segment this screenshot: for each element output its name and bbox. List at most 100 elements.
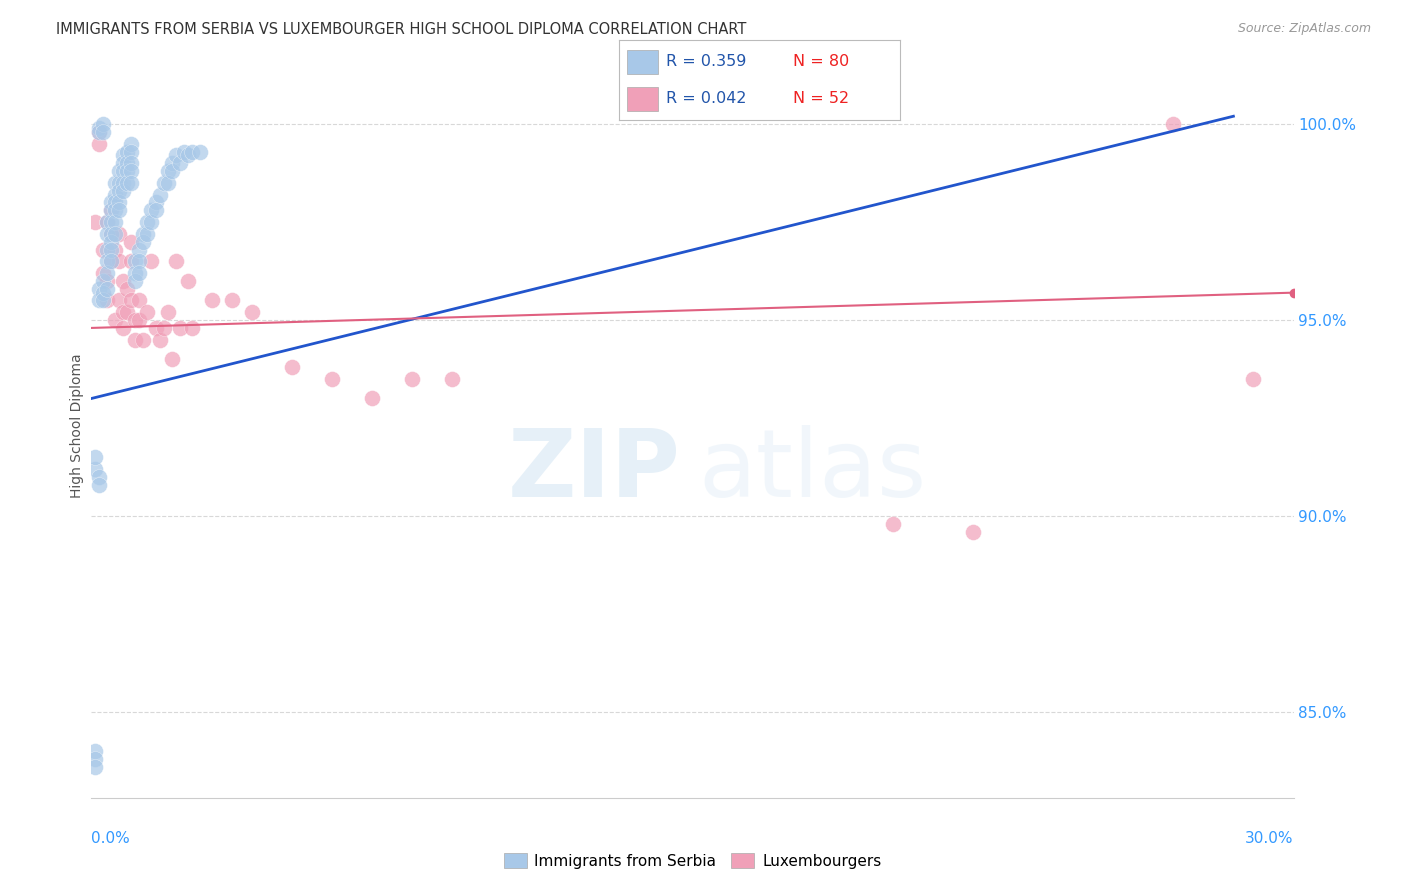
Point — [176, 274, 198, 288]
Point — [89, 293, 111, 308]
Point — [117, 145, 139, 159]
Point — [84, 462, 107, 476]
Point — [108, 254, 131, 268]
Point — [121, 254, 143, 268]
Point — [156, 176, 179, 190]
Legend: Immigrants from Serbia, Luxembourgers: Immigrants from Serbia, Luxembourgers — [496, 845, 889, 876]
Point — [148, 187, 170, 202]
Point — [100, 243, 122, 257]
Point — [160, 352, 183, 367]
Text: 30.0%: 30.0% — [1246, 831, 1294, 847]
Point — [156, 164, 179, 178]
Point — [124, 313, 146, 327]
Point — [148, 333, 170, 347]
Point — [104, 243, 127, 257]
Point — [100, 254, 122, 268]
Point — [100, 203, 122, 218]
Point — [100, 227, 122, 241]
Point — [89, 282, 111, 296]
Point — [124, 266, 146, 280]
Point — [84, 744, 107, 758]
Point — [112, 305, 135, 319]
Point — [1163, 117, 1185, 131]
Point — [169, 321, 191, 335]
Point — [108, 164, 131, 178]
Point — [132, 227, 155, 241]
Point — [440, 372, 463, 386]
Point — [121, 176, 143, 190]
Point — [108, 176, 131, 190]
Point — [108, 293, 131, 308]
Point — [165, 254, 187, 268]
Point — [176, 148, 198, 162]
Point — [117, 176, 139, 190]
Point — [141, 215, 163, 229]
FancyBboxPatch shape — [627, 50, 658, 74]
Point — [117, 164, 139, 178]
Point — [136, 215, 159, 229]
Point — [108, 195, 131, 210]
Point — [124, 333, 146, 347]
Point — [96, 266, 118, 280]
Point — [221, 293, 243, 308]
Point — [401, 372, 423, 386]
Point — [180, 321, 202, 335]
Point — [132, 333, 155, 347]
Text: atlas: atlas — [699, 425, 927, 516]
Point — [128, 254, 150, 268]
Point — [93, 274, 115, 288]
Point — [93, 266, 115, 280]
Point — [240, 305, 263, 319]
Text: R = 0.042: R = 0.042 — [666, 91, 747, 106]
Point — [108, 227, 131, 241]
Point — [882, 516, 904, 531]
Text: 0.0%: 0.0% — [91, 831, 131, 847]
Point — [128, 293, 150, 308]
Point — [100, 227, 122, 241]
Point — [112, 176, 135, 190]
Point — [89, 477, 111, 491]
Point — [89, 136, 111, 151]
Point — [84, 760, 107, 774]
Point — [84, 752, 107, 766]
Point — [93, 243, 115, 257]
Point — [321, 372, 343, 386]
Point — [136, 227, 159, 241]
Point — [96, 243, 118, 257]
Point — [112, 321, 135, 335]
Point — [165, 148, 187, 162]
Point — [104, 195, 127, 210]
Point — [169, 156, 191, 170]
Point — [96, 254, 118, 268]
Point — [89, 121, 111, 136]
Point — [1243, 372, 1265, 386]
Point — [117, 282, 139, 296]
Point — [152, 321, 174, 335]
Point — [100, 195, 122, 210]
Point — [100, 215, 122, 229]
Point — [117, 156, 139, 170]
Point — [156, 305, 179, 319]
Point — [108, 203, 131, 218]
Point — [136, 305, 159, 319]
Y-axis label: High School Diploma: High School Diploma — [70, 353, 84, 499]
Point — [100, 203, 122, 218]
Point — [145, 195, 167, 210]
Point — [112, 274, 135, 288]
Point — [128, 243, 150, 257]
Point — [100, 235, 122, 249]
Point — [96, 293, 118, 308]
Text: N = 52: N = 52 — [793, 91, 849, 106]
Point — [104, 227, 127, 241]
Point — [100, 254, 122, 268]
Point — [152, 176, 174, 190]
Point — [93, 285, 115, 300]
Point — [281, 360, 304, 375]
Point — [188, 145, 211, 159]
Point — [121, 145, 143, 159]
Point — [93, 293, 115, 308]
Point — [132, 235, 155, 249]
Text: IMMIGRANTS FROM SERBIA VS LUXEMBOURGER HIGH SCHOOL DIPLOMA CORRELATION CHART: IMMIGRANTS FROM SERBIA VS LUXEMBOURGER H… — [56, 22, 747, 37]
Point — [104, 203, 127, 218]
Point — [121, 156, 143, 170]
